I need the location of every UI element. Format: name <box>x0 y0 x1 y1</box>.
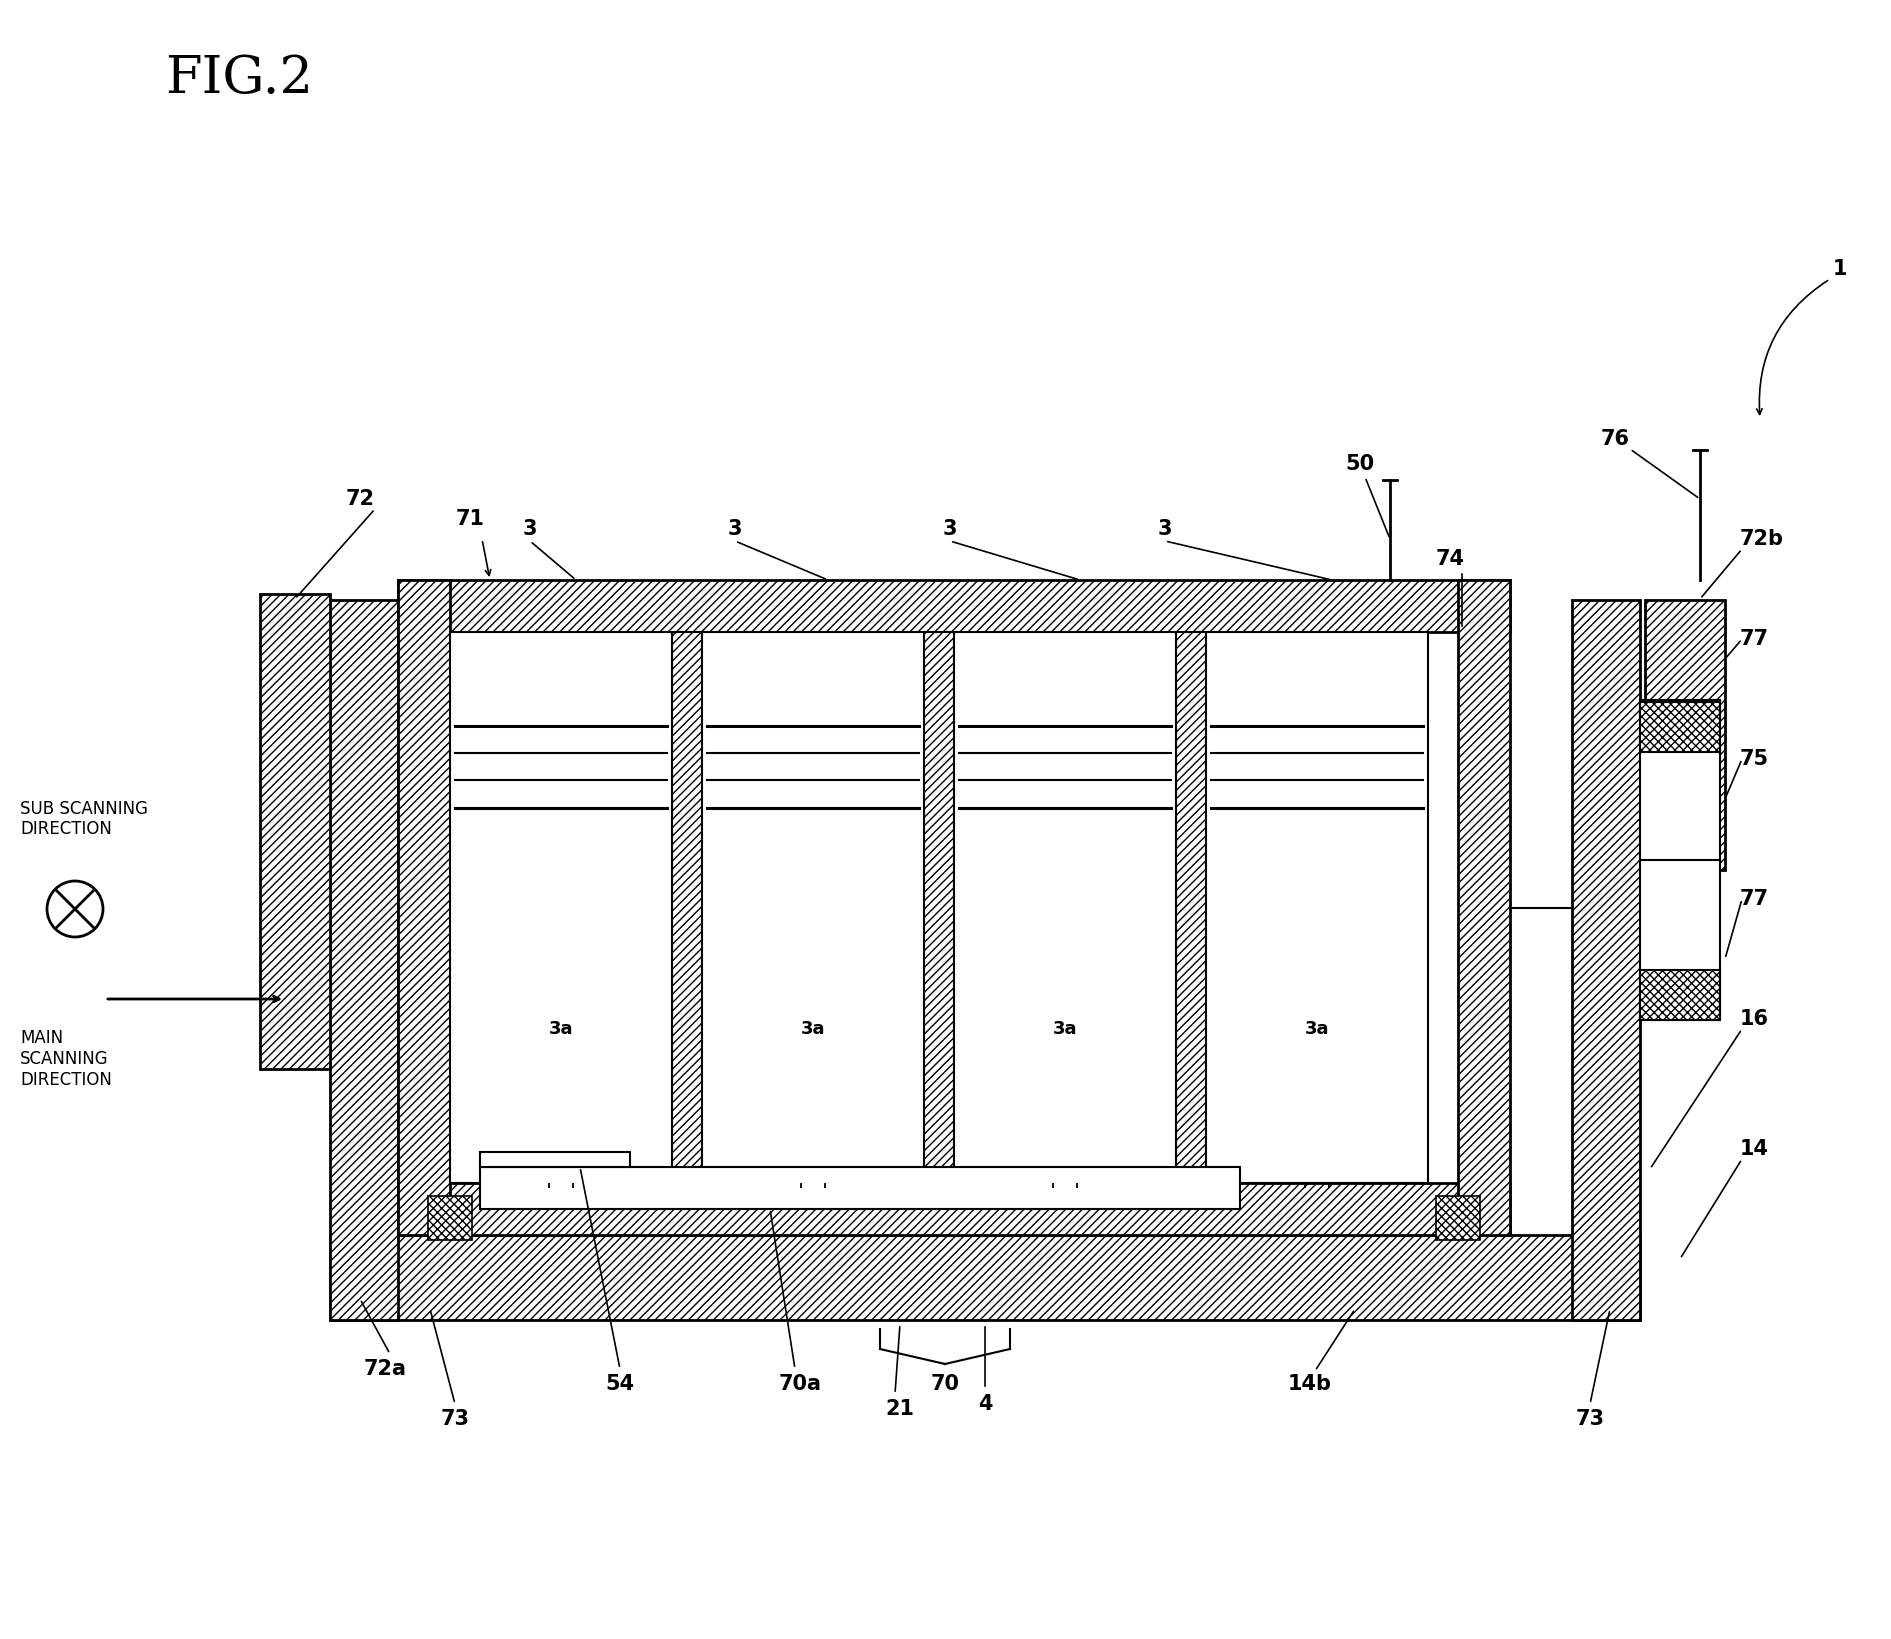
Text: 3: 3 <box>522 520 537 539</box>
Bar <box>1206 633 1428 1183</box>
Text: 72b: 72b <box>1740 529 1783 549</box>
Text: SUB SCANNING
DIRECTION: SUB SCANNING DIRECTION <box>21 800 147 839</box>
Text: 21: 21 <box>885 1400 915 1419</box>
Text: 71: 71 <box>456 510 484 529</box>
Text: 3a: 3a <box>1305 1019 1329 1037</box>
Text: 72a: 72a <box>363 1359 407 1378</box>
Bar <box>1571 600 1639 1319</box>
Text: 14: 14 <box>1740 1139 1768 1159</box>
Text: 3a: 3a <box>800 1019 824 1037</box>
Bar <box>1639 700 1721 1019</box>
Text: 3: 3 <box>728 520 743 539</box>
Bar <box>480 1167 1240 1210</box>
Bar <box>1176 633 1206 1183</box>
Text: 14b: 14b <box>1288 1373 1331 1395</box>
Text: 73: 73 <box>1575 1410 1604 1429</box>
Bar <box>702 633 925 1183</box>
Bar <box>925 633 953 1183</box>
Text: MAIN
SCANNING
DIRECTION: MAIN SCANNING DIRECTION <box>21 1029 112 1088</box>
Bar <box>953 633 1176 1183</box>
Text: 75: 75 <box>1740 749 1770 769</box>
Bar <box>1458 580 1511 1236</box>
Bar <box>331 600 397 1319</box>
Text: 1: 1 <box>1832 259 1848 279</box>
Text: 16: 16 <box>1740 1010 1768 1029</box>
Text: 77: 77 <box>1740 629 1768 649</box>
Text: 50: 50 <box>1345 454 1375 474</box>
Circle shape <box>47 882 102 938</box>
Bar <box>450 633 671 1183</box>
Text: 76: 76 <box>1600 429 1630 449</box>
Bar <box>1639 970 1721 1019</box>
Text: 54: 54 <box>605 1373 635 1395</box>
Text: FIG.2: FIG.2 <box>165 54 314 105</box>
Text: 72: 72 <box>346 488 374 510</box>
Text: 70: 70 <box>930 1373 959 1395</box>
Bar <box>331 1236 1639 1319</box>
Text: 77: 77 <box>1740 888 1768 910</box>
Text: 3: 3 <box>944 520 957 539</box>
Bar <box>259 593 331 1069</box>
Bar <box>397 1183 1511 1236</box>
Bar <box>397 580 450 1236</box>
Bar <box>1645 600 1725 870</box>
Bar <box>427 1196 473 1241</box>
Bar <box>480 1152 630 1167</box>
Bar <box>1435 1196 1481 1241</box>
Text: 74: 74 <box>1435 549 1464 569</box>
Text: 73: 73 <box>441 1410 469 1429</box>
Bar <box>397 580 1511 633</box>
Bar <box>1639 701 1721 752</box>
Bar <box>671 633 702 1183</box>
Text: 3a: 3a <box>1053 1019 1078 1037</box>
Text: 70a: 70a <box>779 1373 821 1395</box>
Text: 3: 3 <box>1157 520 1172 539</box>
Text: 4: 4 <box>978 1395 993 1414</box>
Text: 3a: 3a <box>548 1019 573 1037</box>
